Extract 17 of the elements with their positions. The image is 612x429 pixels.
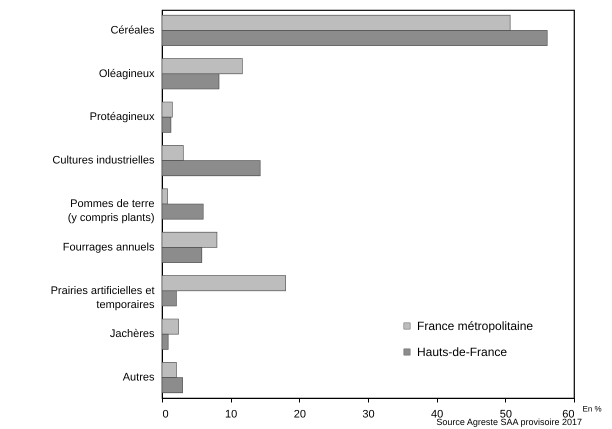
y-tick-label: Protéagineux: [90, 111, 155, 124]
y-tick-label: Cultures industrielles: [52, 154, 155, 167]
y-tick-label: Autres: [122, 372, 155, 384]
legend-label: France métropolitaine: [417, 319, 534, 333]
y-tick-label: Prairies artificielles et temporaires: [50, 284, 155, 311]
y-tick-label: Jachères: [110, 328, 155, 340]
source-note: Source Agreste SAA provisoire 2017: [436, 417, 582, 427]
y-tick-label: Oléagineux: [98, 68, 155, 80]
x-tick-label: 10: [225, 408, 238, 420]
x-tick-label: 0: [162, 408, 169, 420]
y-tick-label: Fourrages annuels: [62, 241, 155, 254]
legend-label: Hauts-de-France: [417, 345, 508, 359]
y-tick-label: Pommes de terre (y compris plants): [68, 198, 154, 224]
x-tick-label: 30: [362, 408, 375, 420]
y-tick-label: Céréales: [110, 24, 155, 36]
x-axis-title: En %: [582, 404, 602, 414]
x-tick-label: 20: [294, 408, 306, 420]
